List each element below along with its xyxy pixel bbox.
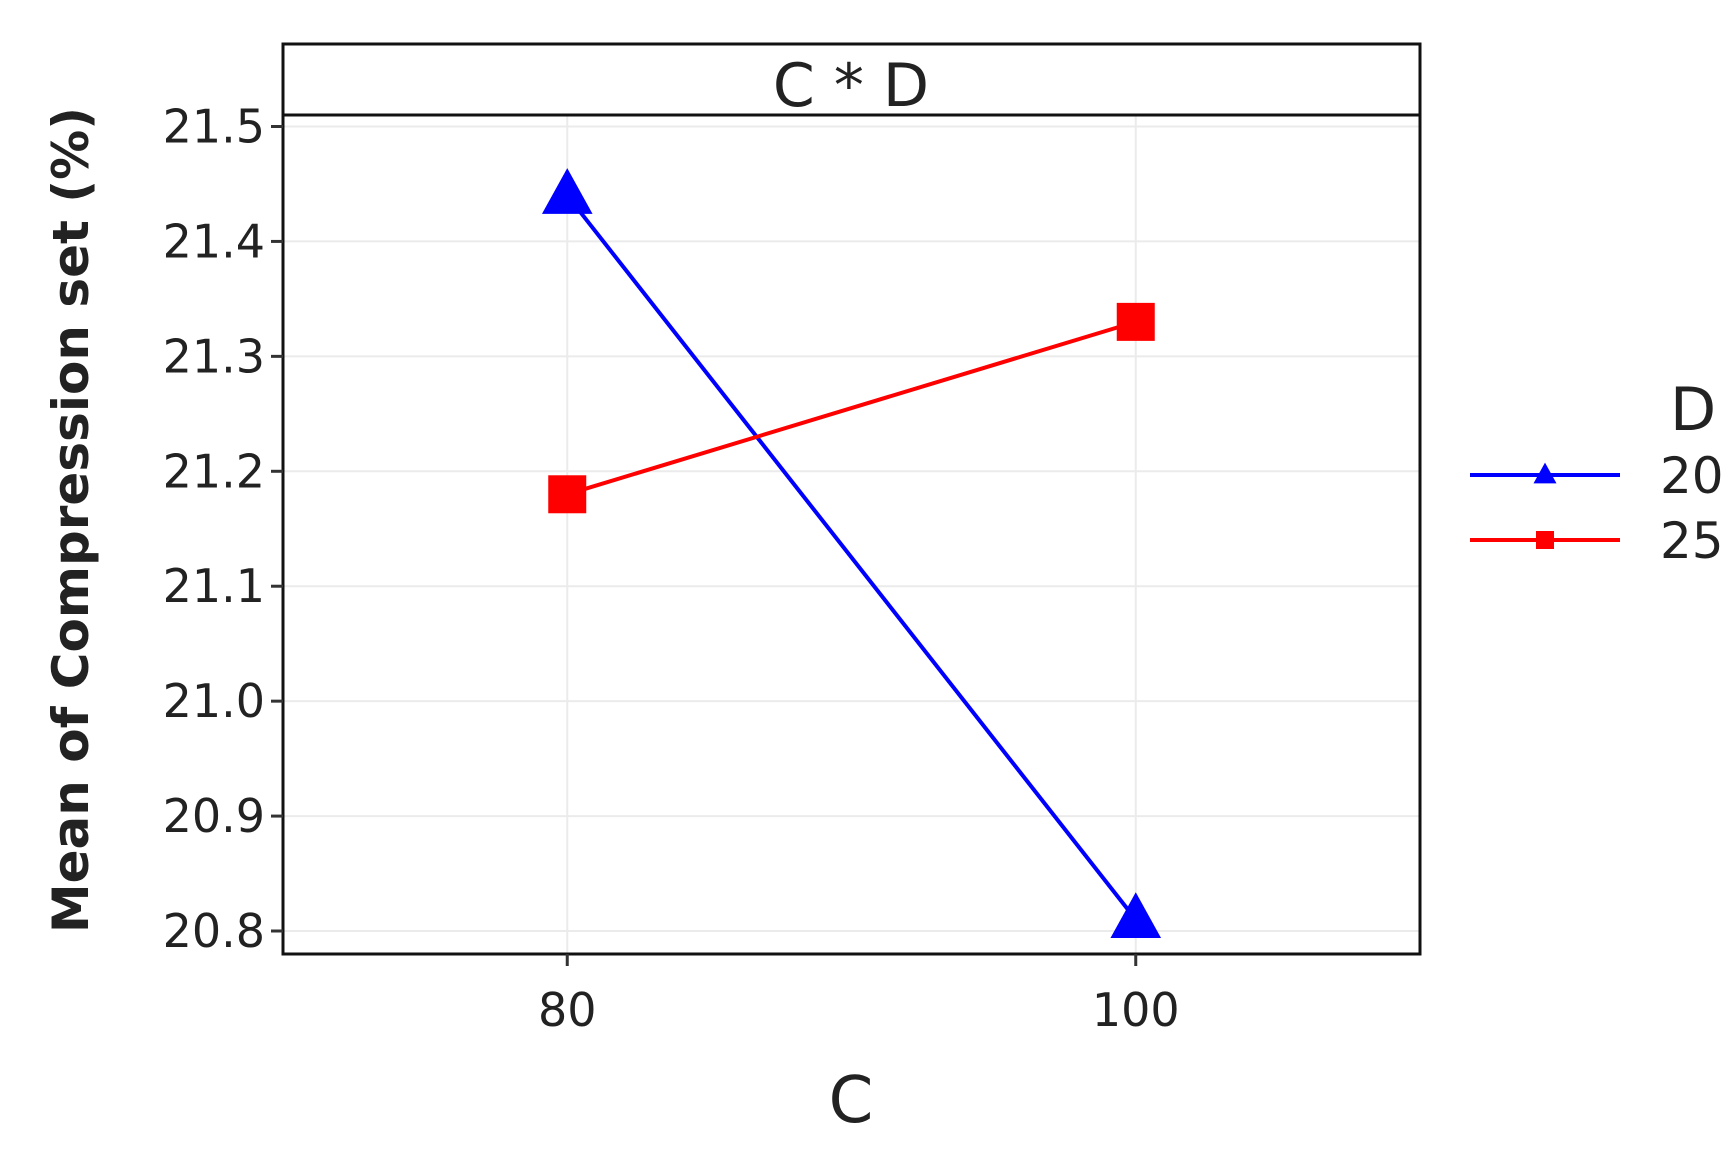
grid-layer [283, 115, 1420, 954]
legend-key-marker [1533, 462, 1557, 484]
legend-key-marker [1536, 531, 1554, 549]
y-tick-label: 21.5 [163, 99, 265, 153]
data-point-d25 [1116, 302, 1155, 341]
strip-title: C * D [773, 51, 929, 121]
y-tick-label: 20.8 [163, 904, 265, 958]
legend: D 20 25 [1470, 375, 1724, 570]
axes-layer: 20.8 20.9 21.0 21.1 21.2 21.3 21.4 21.5 80 100 [163, 99, 1180, 1037]
plot-panel-border [281, 42, 1422, 956]
x-tick-label: 80 [538, 983, 597, 1037]
legend-title: D [1670, 375, 1716, 445]
y-tick-label: 21.3 [163, 329, 265, 383]
data-point-d20 [1110, 892, 1162, 939]
data-point-d25 [548, 475, 587, 514]
frame-layer: C * D [281, 42, 1422, 956]
y-tick-label: 21.0 [163, 674, 265, 728]
legend-label: 25 [1660, 512, 1724, 570]
legend-label: 20 [1660, 447, 1724, 505]
x-tick-label: 100 [1092, 983, 1180, 1037]
series-line-d25 [566, 319, 1137, 497]
series-layer [541, 168, 1162, 939]
x-axis-title: C [829, 1064, 874, 1138]
y-tick-label: 21.1 [163, 559, 265, 613]
y-tick-label: 20.9 [163, 789, 265, 843]
y-tick-label: 21.4 [163, 214, 265, 268]
y-axis-title: Mean of Compression set (%) [42, 107, 100, 933]
data-point-d20 [541, 168, 593, 214]
series-line-d20 [565, 194, 1138, 921]
y-tick-label: 21.2 [163, 444, 265, 498]
